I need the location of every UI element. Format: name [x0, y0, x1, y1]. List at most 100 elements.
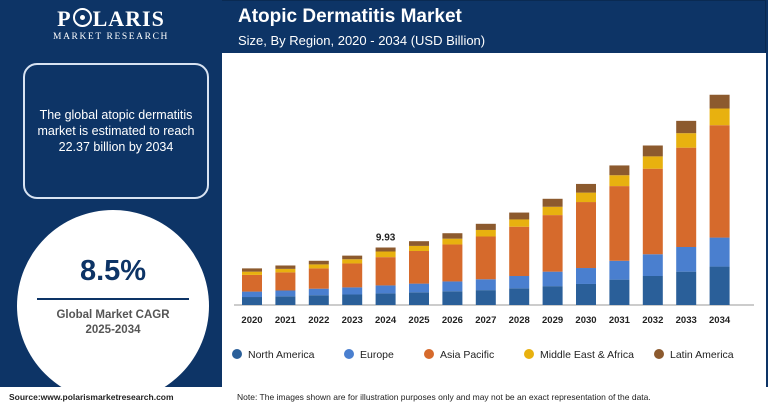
legend-item-latin-america: Latin America — [654, 349, 734, 361]
brand-name: P LARIS — [0, 6, 222, 32]
bar-segment-2029-north-america — [542, 286, 563, 305]
legend-swatch — [654, 349, 664, 359]
bar-segment-2021-north-america — [275, 296, 296, 305]
bar-segment-2027-middle-east-africa — [475, 229, 496, 237]
bar-segment-2028-middle-east-africa — [509, 219, 530, 227]
bar-segment-2021-europe — [275, 290, 296, 297]
data-label-2024: 9.93 — [376, 233, 396, 244]
legend-label: Europe — [360, 349, 394, 361]
footer-note: Note: The images shown are for illustrat… — [237, 392, 651, 402]
bar-segment-2023-middle-east-africa — [342, 259, 363, 264]
x-tick-label-2027: 2027 — [475, 315, 496, 326]
x-tick-label-2025: 2025 — [408, 315, 430, 326]
cagr-divider — [37, 298, 189, 300]
bar-segment-2029-latin-america — [542, 198, 563, 207]
bar-segment-2032-asia-pacific — [642, 168, 663, 255]
bar-segment-2028-europe — [509, 276, 530, 289]
bar-segment-2027-asia-pacific — [475, 236, 496, 280]
bar-segment-2026-latin-america — [442, 233, 463, 239]
bar-segment-2020-europe — [242, 291, 262, 298]
legend-item-asia-pacific: Asia Pacific — [424, 349, 494, 361]
bar-segment-2025-asia-pacific — [409, 250, 429, 284]
brand-logo: P LARIS MARKET RESEARCH — [0, 6, 222, 42]
x-tick-label-2023: 2023 — [342, 315, 363, 326]
bar-segment-2030-europe — [576, 268, 596, 284]
bar-segment-2020-north-america — [242, 297, 262, 305]
market-message-box: The global atopic dermatitis market is e… — [23, 63, 209, 199]
legend-swatch — [344, 349, 354, 359]
bar-segment-2021-asia-pacific — [275, 272, 296, 291]
brand-name-pre: P — [57, 6, 72, 31]
bar-segment-2024-north-america — [375, 293, 396, 305]
bar-segment-2025-north-america — [409, 292, 429, 305]
footer-source: Source:www.polarismarketresearch.com — [9, 392, 174, 402]
bar-segment-2022-north-america — [308, 295, 329, 305]
bar-segment-2030-latin-america — [576, 183, 596, 193]
x-tick-label-2034: 2034 — [709, 315, 731, 326]
bar-segment-2024-latin-america — [375, 247, 396, 252]
bar-segment-2031-asia-pacific — [609, 186, 630, 261]
bar-segment-2031-europe — [609, 260, 630, 280]
bar-segment-2034-asia-pacific — [709, 125, 730, 238]
x-tick-label-2033: 2033 — [676, 315, 697, 326]
x-tick-label-2020: 2020 — [241, 315, 262, 326]
bar-segment-2020-middle-east-africa — [242, 271, 262, 275]
x-tick-label-2024: 2024 — [375, 315, 397, 326]
bar-segment-2023-europe — [342, 287, 363, 295]
bar-segment-2024-asia-pacific — [375, 257, 396, 286]
market-message: The global atopic dermatitis market is e… — [37, 108, 195, 154]
bar-segment-2020-asia-pacific — [242, 274, 262, 292]
bar-segment-2032-middle-east-africa — [642, 156, 663, 169]
stacked-bar-chart: 2020 2021 2022 2023 2024 9.93 2025 2026 2027 2028… — [234, 94, 754, 326]
bar-segment-2027-latin-america — [475, 223, 496, 230]
legend-label: North America — [248, 349, 315, 361]
bar-segment-2028-latin-america — [509, 212, 530, 220]
legend-label: Middle East & Africa — [540, 349, 634, 361]
cagr-value: 8.5% — [79, 255, 147, 287]
bar-segment-2020-latin-america — [242, 268, 262, 272]
bar-segment-2029-asia-pacific — [542, 215, 563, 272]
legend-swatch — [524, 349, 534, 359]
brand-subtitle: MARKET RESEARCH — [53, 32, 169, 42]
bar-segment-2025-middle-east-africa — [409, 245, 429, 251]
bar-segment-2022-latin-america — [308, 260, 329, 265]
bar-segment-2021-middle-east-africa — [275, 268, 296, 273]
bar-segment-2033-europe — [676, 247, 697, 272]
bar-segment-2031-middle-east-africa — [609, 175, 630, 187]
bar-segment-2023-latin-america — [342, 255, 363, 260]
bar-segment-2022-asia-pacific — [308, 268, 329, 289]
bar-segment-2025-latin-america — [409, 241, 429, 246]
bar-segment-2026-asia-pacific — [442, 244, 463, 282]
bar-segment-2032-europe — [642, 254, 663, 276]
cagr-circle: 8.5% Global Market CAGR 2025-2034 — [17, 210, 209, 402]
x-tick-label-2031: 2031 — [609, 315, 631, 326]
bar-segment-2029-middle-east-africa — [542, 206, 563, 216]
bar-segment-2033-middle-east-africa — [676, 133, 697, 148]
bar-segment-2026-europe — [442, 281, 463, 292]
bar-segment-2029-europe — [542, 271, 563, 287]
bar-segment-2030-north-america — [576, 283, 596, 305]
legend-swatch — [424, 349, 434, 359]
legend-label: Asia Pacific — [440, 349, 495, 361]
bar-segment-2033-asia-pacific — [676, 147, 697, 247]
compass-icon — [72, 8, 92, 27]
x-tick-label-2022: 2022 — [308, 315, 329, 326]
legend-swatch — [232, 349, 242, 359]
bar-segment-2023-north-america — [342, 294, 363, 305]
bar-segment-2026-middle-east-africa — [442, 238, 463, 245]
bar-segment-2026-north-america — [442, 291, 463, 305]
x-tick-label-2021: 2021 — [275, 315, 297, 326]
chart-legend: North America Europe Asia Pacific Middle Ea… — [232, 349, 762, 367]
brand-name-post: LARIS — [92, 6, 165, 31]
bar-segment-2021-latin-america — [275, 265, 296, 269]
chart-title: Atopic Dermatitis Market — [238, 6, 462, 27]
chart-subtitle: Size, By Region, 2020 - 2034 (USD Billio… — [238, 33, 486, 48]
legend-label: Latin America — [670, 349, 734, 361]
bar-segment-2022-middle-east-africa — [308, 264, 329, 269]
bar-segment-2033-north-america — [676, 271, 697, 305]
bar-segment-2034-middle-east-africa — [709, 108, 730, 126]
bar-segment-2034-latin-america — [709, 94, 730, 109]
bar-segment-2030-middle-east-africa — [576, 192, 596, 203]
left-panel: P LARIS MARKET RESEARCH The global atopic… — [0, 0, 222, 402]
bar-segment-2032-latin-america — [642, 145, 663, 157]
